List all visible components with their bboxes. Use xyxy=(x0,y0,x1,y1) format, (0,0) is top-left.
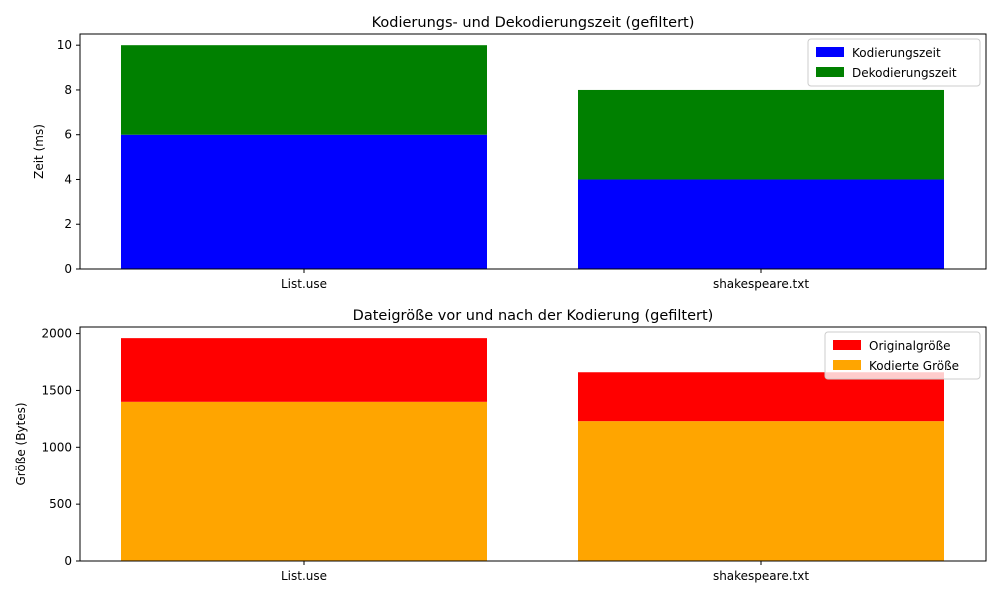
y-tick-label: 2000 xyxy=(41,327,72,341)
legend-label-dekodierungszeit: Dekodierungszeit xyxy=(852,66,957,80)
legend xyxy=(824,331,981,380)
y-tick-label: 0 xyxy=(64,554,72,568)
chart-panel-time: Kodierungs- und Dekodierungszeit (gefilt… xyxy=(32,15,987,291)
x-tick-label: List.use xyxy=(281,569,327,583)
y-tick-label: 10 xyxy=(57,38,72,52)
legend-swatch-kodierte-grosse xyxy=(833,360,861,370)
y-tick-label: 1500 xyxy=(41,383,72,397)
plot-frame xyxy=(79,33,987,270)
bar-kodierungszeit-list-use xyxy=(121,134,487,269)
chart-title: Dateigröße vor und nach der Kodierung (g… xyxy=(353,308,714,324)
y-tick-label: 1000 xyxy=(41,440,72,454)
bar-originalgrosse-list-use xyxy=(121,338,487,402)
legend-swatch-kodierungszeit xyxy=(816,47,844,57)
y-axis-label: Größe (Bytes) xyxy=(14,402,28,485)
bar-kodierte-grosse-shakespeare-txt xyxy=(578,421,944,561)
legend-swatch-dekodierungszeit xyxy=(816,67,844,77)
bar-kodierungszeit-shakespeare-txt xyxy=(578,179,944,269)
y-tick-label: 500 xyxy=(49,497,72,511)
legend-label-kodierungszeit: Kodierungszeit xyxy=(852,46,941,60)
y-tick-label: 0 xyxy=(64,262,72,276)
chart-title: Kodierungs- und Dekodierungszeit (gefilt… xyxy=(372,15,695,31)
plot-frame xyxy=(79,326,987,562)
y-tick-label: 4 xyxy=(64,172,72,186)
legend-label-kodierte-grosse: Kodierte Größe xyxy=(869,359,959,373)
legend-swatch-originalgrosse xyxy=(833,340,861,350)
y-tick-label: 2 xyxy=(64,217,72,231)
bar-kodierte-grosse-list-use xyxy=(121,401,487,561)
legend xyxy=(807,38,981,87)
chart-panel-size: Dateigröße vor und nach der Kodierung (g… xyxy=(14,308,987,583)
y-axis-label: Zeit (ms) xyxy=(32,124,46,179)
legend-label-originalgrosse: Originalgröße xyxy=(869,339,951,353)
bar-dekodierungszeit-shakespeare-txt xyxy=(578,89,944,180)
bar-originalgrosse-shakespeare-txt xyxy=(578,372,944,422)
x-tick-label: List.use xyxy=(281,277,327,291)
y-tick-label: 6 xyxy=(64,128,72,142)
x-tick-label: shakespeare.txt xyxy=(713,277,809,291)
y-tick-label: 8 xyxy=(64,83,72,97)
x-tick-label: shakespeare.txt xyxy=(713,569,809,583)
bar-dekodierungszeit-list-use xyxy=(121,45,487,135)
